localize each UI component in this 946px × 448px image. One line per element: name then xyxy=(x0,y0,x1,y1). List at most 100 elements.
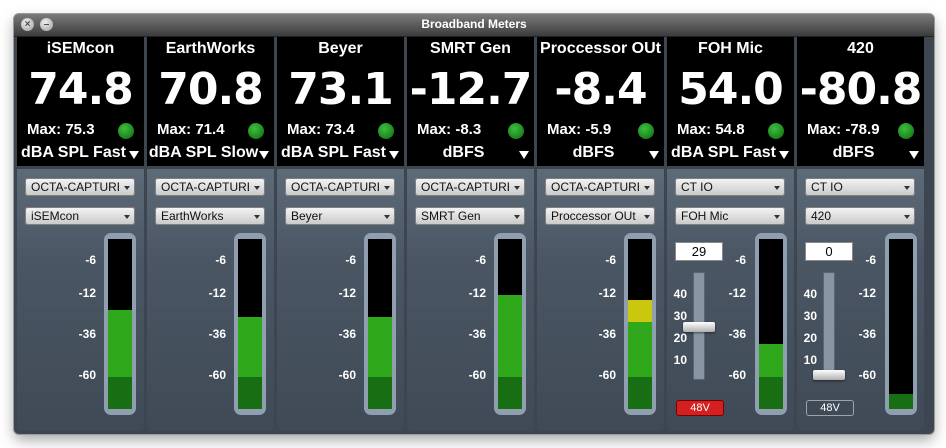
meter-scale-label: -36 xyxy=(598,327,616,341)
unit-dropdown-arrow-icon[interactable] xyxy=(909,151,919,159)
chevron-down-icon xyxy=(644,186,650,190)
channel-strip: iSEMcon 74.8 Max: 75.3 dBA SPL Fast OCTA-CAP… xyxy=(17,37,144,431)
unit-selector[interactable]: dBA SPL Fast xyxy=(281,144,386,161)
close-window-button[interactable]: × xyxy=(21,18,34,31)
phantom-power-button[interactable]: 48V xyxy=(806,400,854,416)
fader-value-field[interactable]: 29 xyxy=(675,242,723,261)
meter-scale-label: -60 xyxy=(598,368,616,382)
unit-selector[interactable]: dBA SPL Slow xyxy=(148,144,259,161)
meter-scale-label: -12 xyxy=(78,286,96,300)
meter-scale-label: -12 xyxy=(728,286,746,300)
unit-dropdown-arrow-icon[interactable] xyxy=(259,151,269,159)
meter-fill-mid xyxy=(368,317,392,377)
chevron-down-icon xyxy=(514,186,520,190)
meter-fill-low xyxy=(889,394,913,409)
channel-name: EarthWorks xyxy=(165,40,256,57)
level-meter xyxy=(234,233,266,415)
channel-strip: SMRT Gen -12.7 Max: -8.3 dBFS OCTA-CAPTURE SM… xyxy=(407,37,534,431)
fader-track[interactable] xyxy=(823,272,835,380)
channel-name: Proccessor OUt xyxy=(540,40,661,57)
input-dropdown[interactable]: Beyer xyxy=(285,207,395,225)
unit-selector[interactable]: dBA SPL Fast xyxy=(21,144,126,161)
chevron-down-icon xyxy=(514,215,520,219)
input-dropdown[interactable]: EarthWorks xyxy=(155,207,265,225)
status-led-icon xyxy=(248,123,264,139)
fader-handle[interactable] xyxy=(683,322,715,332)
chevron-down-icon xyxy=(774,215,780,219)
input-dropdown[interactable]: FOH Mic xyxy=(675,207,785,225)
input-dropdown-value: EarthWorks xyxy=(161,209,224,223)
level-meter-display xyxy=(368,239,392,409)
device-dropdown[interactable]: OCTA-CAPTURE xyxy=(285,178,395,196)
unit-dropdown-arrow-icon[interactable] xyxy=(519,151,529,159)
channel-name: SMRT Gen xyxy=(430,40,511,57)
channel-strip: Proccessor OUt -8.4 Max: -5.9 dBFS OCTA-CAPT… xyxy=(537,37,664,431)
input-dropdown[interactable]: iSEMcon xyxy=(25,207,135,225)
chevron-down-icon xyxy=(384,215,390,219)
device-dropdown[interactable]: OCTA-CAPTURE xyxy=(155,178,265,196)
status-led-icon xyxy=(898,123,914,139)
meter-scale-label: -6 xyxy=(475,253,486,267)
level-meter-display xyxy=(759,239,783,409)
unit-selector[interactable]: dBFS xyxy=(442,144,485,161)
minimize-window-button[interactable]: – xyxy=(40,18,53,31)
chevron-down-icon xyxy=(644,215,650,219)
unit-selector[interactable]: dBA SPL Fast xyxy=(671,144,776,161)
fader-scale-label: 40 xyxy=(803,287,817,301)
status-led-icon xyxy=(378,123,394,139)
chevron-down-icon xyxy=(124,186,130,190)
meter-scale-label: -12 xyxy=(858,286,876,300)
device-dropdown[interactable]: OCTA-CAPTURE xyxy=(415,178,525,196)
meter-fill-low xyxy=(238,377,262,409)
input-dropdown[interactable]: 420 xyxy=(805,207,915,225)
max-readout: Max: 75.3 xyxy=(27,121,95,138)
status-led-icon xyxy=(508,123,524,139)
fader-scale-label: 20 xyxy=(673,331,687,345)
title-bar: × – Broadband Meters xyxy=(14,14,934,37)
meter-scale-label: -60 xyxy=(858,368,876,382)
max-readout: Max: -5.9 xyxy=(547,121,612,138)
unit-dropdown-arrow-icon[interactable] xyxy=(129,151,139,159)
meter-scale-label: -6 xyxy=(735,253,746,267)
fader-value-field[interactable]: 0 xyxy=(805,242,853,261)
level-meter xyxy=(494,233,526,415)
device-dropdown-value: CT IO xyxy=(681,180,713,194)
fader-scale-label: 10 xyxy=(803,353,817,367)
unit-selector[interactable]: dBFS xyxy=(832,144,875,161)
chevron-down-icon xyxy=(774,186,780,190)
device-dropdown[interactable]: CT IO xyxy=(675,178,785,196)
chevron-down-icon xyxy=(904,186,910,190)
device-dropdown-value: OCTA-CAPTURE xyxy=(291,180,379,194)
input-dropdown[interactable]: SMRT Gen xyxy=(415,207,525,225)
device-dropdown[interactable]: CT IO xyxy=(805,178,915,196)
channel-strip: 420 -80.8 Max: -78.9 dBFS CT IO 420 -6 -12 -36 -6… xyxy=(797,37,924,431)
meter-fill-low xyxy=(498,377,522,409)
meter-scale-label: -6 xyxy=(85,253,96,267)
input-dropdown-value: Beyer xyxy=(291,209,323,223)
fader-scale-label: 30 xyxy=(673,309,687,323)
unit-dropdown-arrow-icon[interactable] xyxy=(649,151,659,159)
chevron-down-icon xyxy=(254,186,260,190)
channel-readout: 420 -80.8 Max: -78.9 dBFS xyxy=(797,37,924,166)
meter-fill-low xyxy=(759,377,783,409)
unit-selector[interactable]: dBFS xyxy=(572,144,615,161)
fader-handle[interactable] xyxy=(813,370,845,380)
meter-scale-label: -12 xyxy=(338,286,356,300)
fader-scale-label: 40 xyxy=(673,287,687,301)
device-dropdown[interactable]: OCTA-CAPTURE xyxy=(25,178,135,196)
meter-fill-mid xyxy=(498,295,522,377)
device-dropdown[interactable]: OCTA-CAPTURE xyxy=(545,178,655,196)
input-dropdown-value: iSEMcon xyxy=(31,209,80,223)
meter-fill-high xyxy=(628,300,652,322)
device-dropdown-value: OCTA-CAPTURE xyxy=(31,180,119,194)
unit-dropdown-arrow-icon[interactable] xyxy=(389,151,399,159)
unit-dropdown-arrow-icon[interactable] xyxy=(779,151,789,159)
channel-readout: iSEMcon 74.8 Max: 75.3 dBA SPL Fast xyxy=(17,37,144,166)
max-readout: Max: 54.8 xyxy=(677,121,745,138)
level-readout: 73.1 xyxy=(288,64,394,115)
meter-scale-label: -36 xyxy=(338,327,356,341)
meter-scale-label: -60 xyxy=(78,368,96,382)
chevron-down-icon xyxy=(384,186,390,190)
phantom-power-button[interactable]: 48V xyxy=(676,400,724,416)
input-dropdown[interactable]: Proccessor OUt xyxy=(545,207,655,225)
